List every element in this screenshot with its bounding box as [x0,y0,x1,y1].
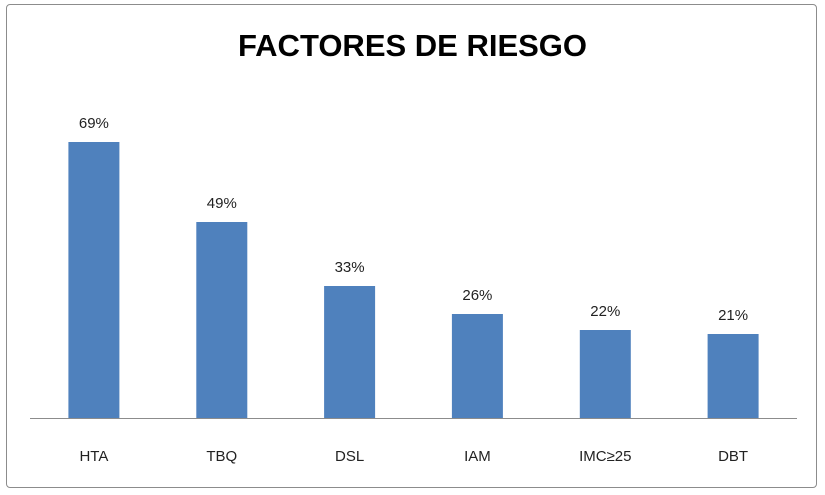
bar-hta [68,142,120,418]
data-label: 26% [462,287,492,304]
chart-frame [6,4,817,488]
data-labels-group: 69% 49% 33% 26% 22% 21% [79,115,748,324]
data-label: 49% [207,195,237,212]
x-tick-label: IMC≥25 [579,448,631,465]
data-label: 21% [718,307,748,324]
tick-labels-group: HTA TBQ DSL IAM IMC≥25 DBT [79,448,748,465]
x-tick-label: DBT [718,448,748,465]
x-tick-label: HTA [79,448,108,465]
bar-dsl [324,286,376,418]
bars-group [68,142,759,418]
bar-dbt [707,334,759,418]
bar-tbq [196,222,248,418]
x-tick-label: DSL [335,448,364,465]
x-tick-label: IAM [464,448,491,465]
bar-iam [451,314,503,418]
data-label: 33% [335,259,365,276]
x-tick-label: TBQ [206,448,237,465]
data-label: 22% [590,303,620,320]
bar-imc25 [579,330,631,418]
data-label: 69% [79,115,109,132]
chart-title: FACTORES DE RIESGO [237,28,588,63]
